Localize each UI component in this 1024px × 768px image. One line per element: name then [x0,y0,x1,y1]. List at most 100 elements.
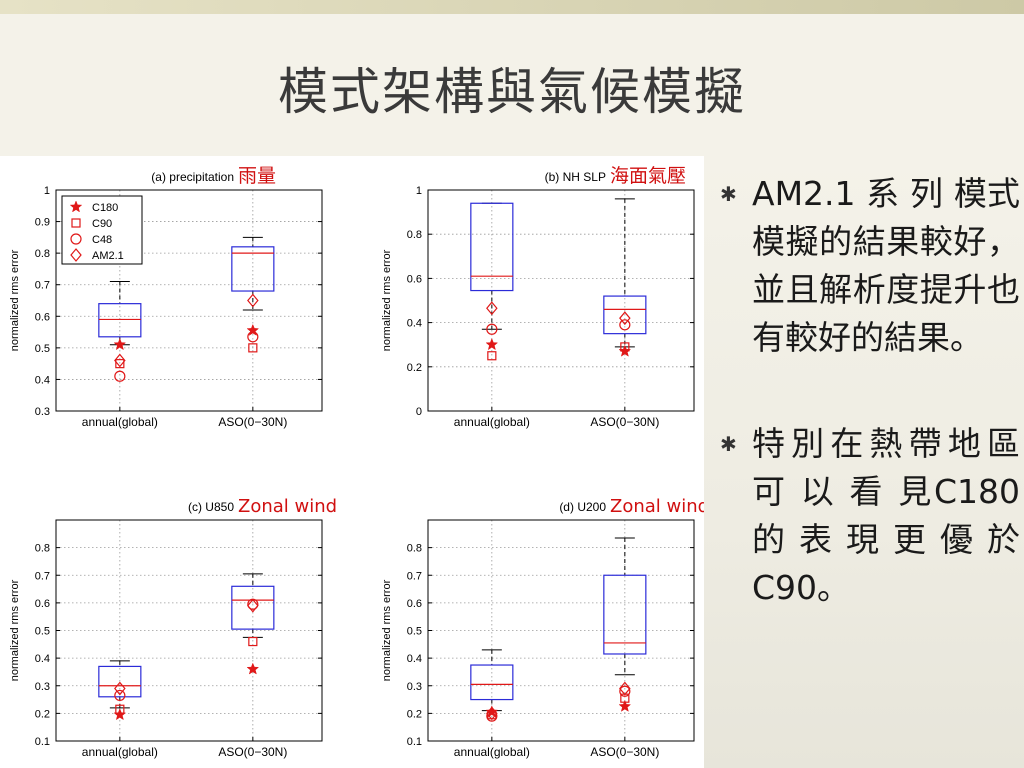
x-tick-label: ASO(0−30N) [590,745,659,759]
marker-c48 [486,710,498,722]
y-tick-label: 0.3 [35,406,50,418]
y-tick-label: 0.7 [35,280,50,292]
x-tick-label: ASO(0−30N) [218,745,287,759]
y-tick-label: 0.8 [407,543,422,555]
y-tick-label: 0.2 [35,708,50,720]
axes-frame [55,189,323,412]
marker-c180 [618,699,632,712]
marker-am21 [619,311,631,326]
y-tick-label: 0.5 [35,626,50,638]
legend-marker [69,200,83,213]
legend-label: AM2.1 [92,250,124,262]
marker-am21 [486,706,498,721]
y-axis-label: normalized rms error [381,579,393,681]
x-tick-label: annual(global) [82,415,158,429]
marker-am21 [486,301,498,316]
box-iqr [231,585,275,630]
chart-panel-1: 0.3 0.4 0.5 0.6 0.7 0.8 0.9 1 annual(global) ASO(… [9,165,323,429]
legend-label: C48 [92,234,112,246]
x-tick-label: annual(global) [454,745,530,759]
marker-am21 [247,293,259,308]
legend-marker [71,218,81,228]
chart-panel-4: 0.1 0.2 0.3 0.4 0.5 0.6 0.7 0.8 annual(global) AS… [381,496,704,759]
y-axis-label: normalized rms error [381,249,393,351]
marker-c90 [248,636,258,647]
legend: C180 C90 C48 AM2.1 [61,195,143,265]
y-tick-label: 0.6 [407,598,422,610]
top-accent-bar [0,0,1024,14]
marker-c48 [619,319,631,331]
bullet-mark-icon: ✱ [720,182,737,206]
marker-c90 [115,359,125,369]
y-tick-label: 0.6 [35,311,50,323]
y-tick-label: 0.8 [35,248,50,260]
chart-panel-3: 0.1 0.2 0.3 0.4 0.5 0.6 0.7 0.8 annual(global) AS… [9,496,337,759]
y-tick-label: 0.6 [35,598,50,610]
y-axis-label: normalized rms error [9,249,21,351]
y-tick-label: 0.3 [407,681,422,693]
chart-title: (d) U200 [559,500,606,514]
bullet-mark-icon: ✱ [720,432,737,456]
chart-annotation: 海面氣壓 [610,165,686,187]
x-tick-label: ASO(0−30N) [590,415,659,429]
chart-annotation: Zonal wind [238,496,337,517]
y-tick-label: 0.8 [35,543,50,555]
box-1 [98,660,142,709]
legend-label: C90 [92,218,112,230]
marker-am21 [247,598,259,613]
chart-title: (b) NH SLP [545,170,606,184]
marker-am21 [114,353,126,368]
boxplot-svg: 0.3 0.4 0.5 0.6 0.7 0.8 0.9 1 annual(global) ASO(… [9,165,704,759]
y-tick-label: 0.1 [407,736,422,748]
marker-c48 [114,689,126,702]
marker-am21 [114,681,126,696]
axes-frame [427,189,695,412]
box-iqr [98,665,142,698]
legend-label: C180 [92,202,118,214]
y-tick-label: 0.7 [35,570,50,582]
chart-annotation: 雨量 [238,165,276,187]
marker-c90 [620,342,630,352]
box-iqr [231,246,275,292]
marker-c48 [247,331,259,343]
y-tick-label: 0 [416,406,422,418]
box-2 [603,537,647,676]
marker-c90 [487,351,497,361]
marker-c90 [115,704,125,714]
y-axis-label: normalized rms error [9,579,21,681]
marker-c180 [113,338,127,351]
legend-marker [70,248,82,262]
y-tick-label: 0.5 [407,626,422,638]
chart-title: (c) U850 [188,500,234,514]
axes-frame [55,519,323,742]
box-1 [470,202,514,330]
y-tick-label: 0.4 [407,318,422,330]
y-tick-label: 0.7 [407,570,422,582]
boxplot-figure: 0.3 0.4 0.5 0.6 0.7 0.8 0.9 1 annual(global) ASO(… [0,156,704,768]
axes-frame [427,519,695,742]
marker-c48 [486,323,498,335]
y-tick-label: 1 [416,185,422,197]
y-tick-label: 0.5 [35,343,50,355]
y-tick-label: 0.4 [407,653,422,665]
y-tick-label: 1 [44,185,50,197]
slide-title: 模式架構與氣候模擬 [278,63,746,121]
legend-marker [70,233,82,245]
box-iqr [603,574,647,655]
marker-c90 [248,343,258,353]
bullet-1-text: AM2.1 系 列 模式模擬的結果較好，並且解析度提升也有較好的結果。 [752,174,1020,357]
box-2 [231,573,275,638]
marker-am21 [619,681,631,696]
y-tick-label: 0.1 [35,736,50,748]
bullet-1: ✱ AM2.1 系 列 模式模擬的結果較好，並且解析度提升也有較好的結果。 [720,170,1020,362]
chart-title: (a) precipitation [151,170,234,184]
marker-c180 [246,662,260,675]
bullet-2-text: 特別在熱帶地區 可 以 看 見C180的表現更優於C90。 [752,424,1020,607]
box-iqr [603,295,647,335]
y-tick-label: 0.9 [35,217,50,229]
box-iqr [470,664,514,701]
y-tick-label: 0.4 [35,653,50,665]
bullet-2: ✱ 特別在熱帶地區 可 以 看 見C180的表現更優於C90。 [720,420,1020,612]
box-iqr [98,303,142,338]
y-tick-label: 0.3 [35,681,50,693]
